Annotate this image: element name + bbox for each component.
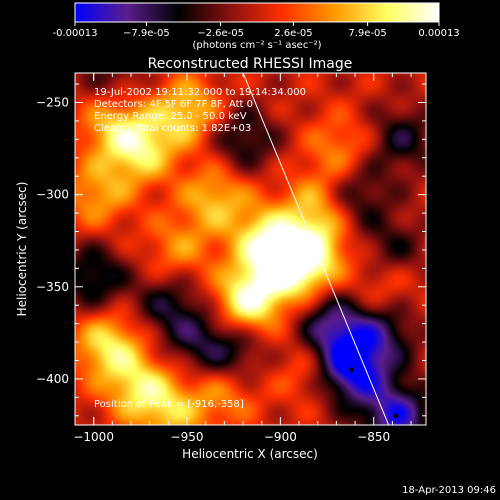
x-axis-label: Heliocentric X (arcsec) <box>182 447 318 461</box>
annotation-peak-position: Position of Peak = [-916,-358] <box>94 399 244 410</box>
annotation-detectors: Detectors: 4F 5F 6F 7F 8F, Att 0 <box>94 99 253 110</box>
plot-frame <box>74 72 427 426</box>
y-axis: −250 −300 −350 −400 <box>36 83 426 417</box>
heatmap-image <box>75 73 426 425</box>
x-tick-label: −850 <box>357 430 390 444</box>
colorbar-ticks: -0.00013 −7.9e-05 −2.6e-05 2.6e-05 7.9e-05 0.… <box>53 22 460 39</box>
solar-limb-line <box>242 73 390 425</box>
y-tick-label: −300 <box>36 188 69 202</box>
y-tick-label: −400 <box>36 372 69 386</box>
y-tick-label: −350 <box>36 280 69 294</box>
heatmap-area <box>75 73 426 425</box>
colorbar-tick-label: 2.6e-05 <box>274 28 312 39</box>
colorbar-tick-label: 0.00013 <box>418 28 459 39</box>
colorbar-tick-label: −7.9e-05 <box>123 28 170 39</box>
minimum-marker <box>394 413 399 418</box>
annotation-time-range: 19-Jul-2002 19:11:32.000 to 19:14:34.000 <box>94 87 306 98</box>
colorbar-tick-label: 7.9e-05 <box>348 28 386 39</box>
colorbar-unit-label: (photons cm⁻² s⁻¹ asec⁻²) <box>192 40 321 51</box>
colorbar-tick-label: −2.6e-05 <box>197 28 244 39</box>
y-tick-label: −250 <box>36 95 69 109</box>
annotation-counts: Clean Total counts: 1.82E+03 <box>94 123 251 134</box>
x-axis: −1000 −950 −900 −850 <box>73 73 412 444</box>
x-tick-label: −900 <box>264 430 297 444</box>
colorbar-tick-label: -0.00013 <box>53 28 98 39</box>
minimum-marker <box>349 367 354 372</box>
x-tick-label: −950 <box>171 430 204 444</box>
colorbar <box>74 2 440 23</box>
footer-timestamp: 18-Apr-2013 09:46 <box>402 485 496 496</box>
annotation-energy-range: Energy Range: 25.0 - 50.0 keV <box>94 111 247 122</box>
x-tick-label: −1000 <box>73 430 114 444</box>
chart-title: Reconstructed RHESSI Image <box>148 56 353 72</box>
y-axis-label: Heliocentric Y (arcsec) <box>15 182 29 317</box>
